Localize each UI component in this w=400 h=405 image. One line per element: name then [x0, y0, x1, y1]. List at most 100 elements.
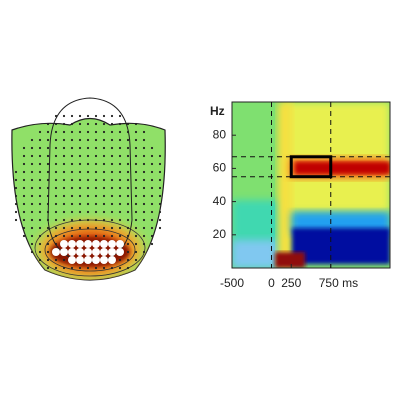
- y-axis-label: Hz: [210, 104, 225, 118]
- electrode: [126, 234, 130, 238]
- occipital-electrode: [92, 248, 100, 256]
- electrode: [126, 138, 130, 142]
- electrode: [14, 178, 18, 182]
- electrode: [54, 226, 58, 230]
- electrode: [46, 242, 50, 246]
- electrode: [126, 130, 130, 134]
- electrode: [46, 218, 50, 222]
- electrode: [94, 146, 98, 150]
- electrode: [46, 202, 50, 206]
- electrode: [134, 226, 138, 230]
- electrode: [110, 114, 114, 118]
- electrode: [94, 138, 98, 142]
- electrode: [54, 218, 58, 222]
- electrode: [86, 226, 90, 230]
- electrode: [142, 138, 146, 142]
- electrode: [78, 130, 82, 134]
- electrode: [102, 154, 106, 158]
- electrode: [70, 186, 74, 190]
- electrode: [54, 138, 58, 142]
- electrode: [78, 154, 82, 158]
- electrode: [30, 146, 34, 150]
- electrode: [150, 178, 154, 182]
- electrode: [102, 266, 106, 270]
- electrode: [54, 186, 58, 190]
- electrode: [94, 130, 98, 134]
- electrode: [134, 170, 138, 174]
- electrode: [142, 210, 146, 214]
- occipital-electrode: [116, 240, 124, 248]
- electrode: [142, 234, 146, 238]
- electrode: [22, 218, 26, 222]
- electrode: [150, 202, 154, 206]
- electrodes: [14, 114, 162, 270]
- electrode: [126, 154, 130, 158]
- electrode: [30, 242, 34, 246]
- electrode: [118, 218, 122, 222]
- electrode: [134, 242, 138, 246]
- electrode: [30, 194, 34, 198]
- electrode: [134, 146, 138, 150]
- electrode: [86, 218, 90, 222]
- electrode: [150, 162, 154, 166]
- electrode: [102, 146, 106, 150]
- electrode: [150, 218, 154, 222]
- electrode: [78, 194, 82, 198]
- electrode: [78, 146, 82, 150]
- electrode: [94, 114, 98, 118]
- scalp-outline: [47, 97, 133, 263]
- electrode: [134, 234, 138, 238]
- electrode: [126, 202, 130, 206]
- electrode: [22, 226, 26, 230]
- electrode: [102, 114, 106, 118]
- electrode: [158, 202, 162, 206]
- electrode: [126, 210, 130, 214]
- y-tick-label: 40: [213, 194, 227, 208]
- electrode: [110, 178, 114, 182]
- electrode: [110, 218, 114, 222]
- electrode: [54, 258, 58, 262]
- y-tick-label: 80: [213, 127, 227, 141]
- electrode: [102, 178, 106, 182]
- electrode: [142, 146, 146, 150]
- electrode: [86, 170, 90, 174]
- occipital-electrode: [60, 240, 68, 248]
- electrode: [86, 114, 90, 118]
- electrode: [134, 186, 138, 190]
- electrode: [126, 146, 130, 150]
- electrode: [110, 122, 114, 126]
- electrode: [62, 130, 66, 134]
- electrode: [94, 194, 98, 198]
- electrode: [78, 234, 82, 238]
- electrode: [110, 162, 114, 166]
- electrode: [158, 226, 162, 230]
- occipital-electrode: [108, 256, 116, 264]
- electrode: [22, 186, 26, 190]
- electrode: [30, 138, 34, 142]
- electrode: [94, 154, 98, 158]
- electrode: [22, 178, 26, 182]
- electrode: [22, 154, 26, 158]
- occipital-electrode: [52, 248, 60, 256]
- electrode: [150, 210, 154, 214]
- electrode: [102, 122, 106, 126]
- electrode: [102, 138, 106, 142]
- electrode: [70, 170, 74, 174]
- electrode: [54, 162, 58, 166]
- electrode: [78, 210, 82, 214]
- electrode: [158, 178, 162, 182]
- electrode: [30, 162, 34, 166]
- electrode: [38, 162, 42, 166]
- electrode: [142, 202, 146, 206]
- electrode: [46, 266, 50, 270]
- electrode: [142, 186, 146, 190]
- electrode: [30, 210, 34, 214]
- electrode: [118, 130, 122, 134]
- electrode: [54, 154, 58, 158]
- electrode: [54, 130, 58, 134]
- electrode: [158, 154, 162, 158]
- electrode: [70, 194, 74, 198]
- occipital-electrode: [76, 240, 84, 248]
- electrode: [62, 234, 66, 238]
